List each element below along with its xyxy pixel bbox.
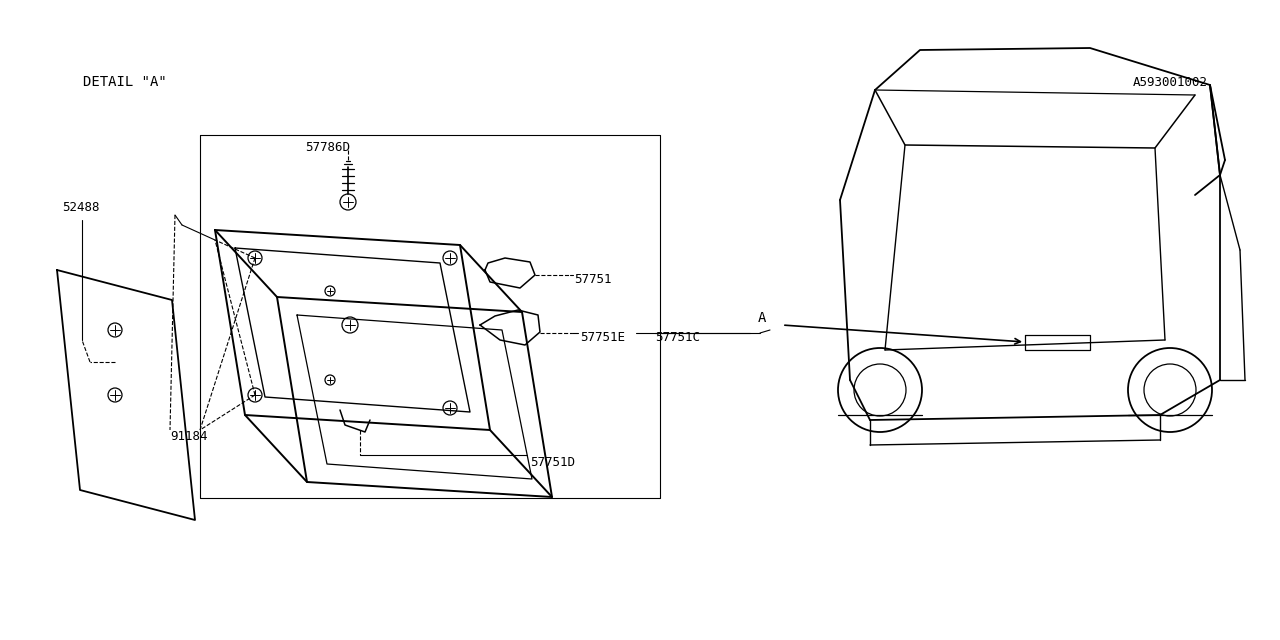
Text: A593001002: A593001002 [1133,76,1208,88]
Text: 52488: 52488 [61,200,100,214]
Text: 57751E: 57751E [580,330,625,344]
Text: A: A [758,311,767,325]
Text: 91184: 91184 [170,429,207,442]
Text: DETAIL "A": DETAIL "A" [83,75,166,89]
Text: 57751: 57751 [573,273,612,285]
Text: 57751C: 57751C [655,330,700,344]
Text: 57786D: 57786D [305,141,349,154]
Text: 57751D: 57751D [530,456,575,468]
